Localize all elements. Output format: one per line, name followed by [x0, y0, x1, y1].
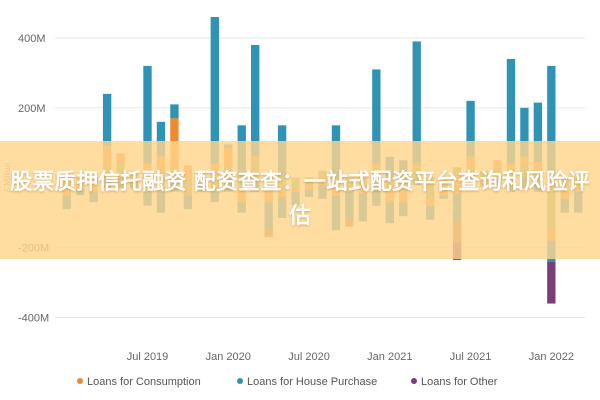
y-tick-label: -400M: [18, 313, 49, 325]
bar-segment-house-purchase: [210, 16, 219, 164]
x-tick-label: Jan 2021: [367, 351, 412, 363]
legend-label: Loans for Consumption: [87, 376, 201, 388]
bar-segment-house-purchase: [547, 65, 556, 178]
x-tick-label: Jul 2019: [127, 351, 169, 363]
legend-marker: [411, 378, 417, 384]
bar-segment-other: [547, 261, 556, 304]
legend-marker: [77, 378, 83, 384]
y-tick-label: 400M: [18, 33, 46, 45]
x-tick-label: Jan 2022: [529, 351, 574, 363]
bar-segment-house-purchase: [412, 41, 421, 164]
bar-segment-house-purchase: [156, 121, 166, 157]
legend-label: Loans for House Purchase: [247, 376, 377, 388]
bar-segment-house-purchase: [466, 100, 475, 157]
bar-segment-house-purchase: [170, 104, 179, 119]
bar-segment-house-purchase: [533, 102, 543, 163]
x-tick-label: Jan 2020: [206, 351, 251, 363]
bar-segment-house-purchase: [102, 93, 112, 147]
bar-segment-house-purchase: [506, 58, 516, 164]
bar-segment-house-purchase: [372, 69, 381, 164]
bar-segment-house-purchase: [251, 44, 260, 157]
bar-segment-house-purchase: [143, 65, 152, 164]
y-tick-label: 200M: [18, 103, 46, 115]
x-tick-label: Jul 2020: [288, 351, 330, 363]
banner-text: 股票质押信托融资 配资查查：一站式配资平台查询和风险评估: [10, 170, 590, 229]
legend-label: Loans for Other: [421, 376, 498, 388]
bar-segment-house-purchase: [520, 107, 529, 157]
legend-marker: [237, 378, 243, 384]
x-tick-label: Jul 2021: [450, 351, 492, 363]
overlay-banner: 股票质押信托融资 配资查查：一站式配资平台查询和风险评估: [0, 141, 600, 259]
